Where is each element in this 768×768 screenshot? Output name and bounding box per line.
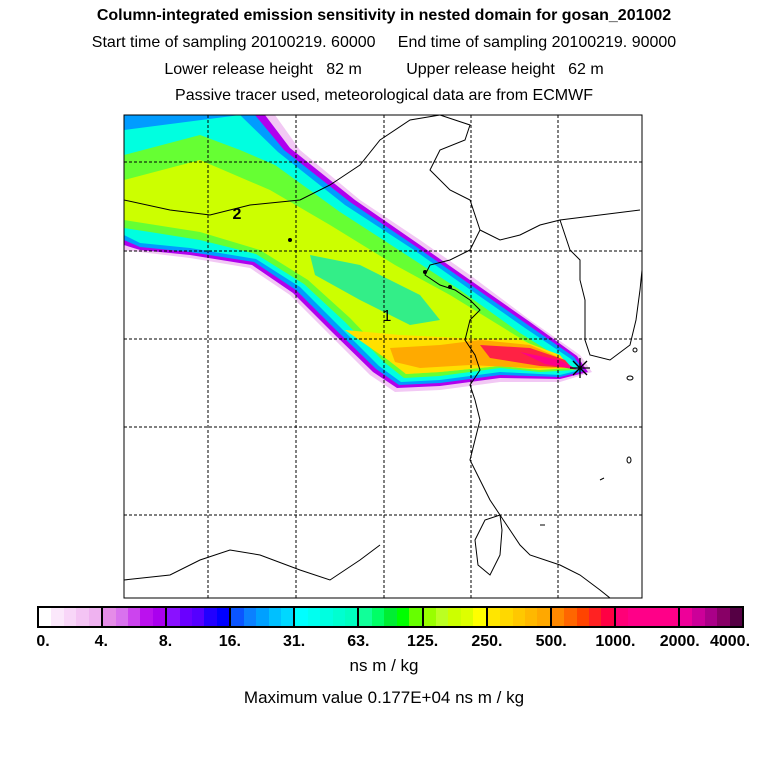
colorbar-band xyxy=(409,608,422,626)
model-info: Passive tracer used, meteorological data… xyxy=(175,87,593,104)
colorbar-band xyxy=(320,608,333,626)
colorbar-tick-label: 0. xyxy=(36,633,50,650)
colorbar-band xyxy=(653,608,666,626)
colorbar-band xyxy=(628,608,641,626)
colorbar-tick-label: 1000. xyxy=(595,633,636,650)
colorbar-segment xyxy=(615,608,680,626)
colorbar-band xyxy=(295,608,308,626)
colorbar-band xyxy=(332,608,346,626)
colorbar-band xyxy=(576,608,590,626)
colorbar-band xyxy=(359,608,372,626)
colorbar-band xyxy=(268,608,281,626)
location-dot xyxy=(288,238,292,242)
colorbar-tick-label: 4. xyxy=(94,633,108,650)
colorbar-tick-label: 63. xyxy=(347,633,370,650)
colorbar-band xyxy=(307,608,321,626)
colorbar-segment xyxy=(551,608,616,626)
colorbar-band xyxy=(589,608,602,626)
colorbar-tick-label: 4000. xyxy=(709,633,751,650)
colorbar-band xyxy=(256,608,269,626)
colorbar-tick-label: 500. xyxy=(535,633,567,650)
colorbar-band xyxy=(51,608,64,626)
colorbar-tick-label: 8. xyxy=(158,633,173,650)
colorbar-band xyxy=(179,608,193,626)
plume-zone-green-core xyxy=(310,255,440,325)
location-dot xyxy=(423,270,427,274)
colorbar-band xyxy=(473,608,486,626)
colorbar-band xyxy=(640,608,654,626)
colorbar-band xyxy=(448,608,461,626)
colorbar xyxy=(37,606,744,628)
colorbar-segment xyxy=(679,608,743,626)
colorbar-segment xyxy=(359,608,424,626)
colorbar-band xyxy=(615,608,629,626)
colorbar-band xyxy=(384,608,397,626)
colorbar-band xyxy=(537,608,550,626)
coastlines xyxy=(124,115,642,598)
colorbar-segment xyxy=(39,608,104,626)
colorbar-band xyxy=(512,608,525,626)
colorbar-band xyxy=(88,608,102,626)
colorbar-band xyxy=(371,608,385,626)
colorbar-band xyxy=(204,608,217,626)
colorbar-band xyxy=(396,608,410,626)
colorbar-band xyxy=(140,608,153,626)
maximum-value: Maximum value 0.177E+04 ns m / kg xyxy=(243,688,525,707)
plume-layer-magenta xyxy=(520,352,578,370)
colorbar-band xyxy=(692,608,705,626)
colorbar-band xyxy=(460,608,474,626)
plot-title: Column-integrated emission sensitivity i… xyxy=(96,7,672,24)
colorbar-band xyxy=(729,608,743,626)
colorbar-band xyxy=(39,608,52,626)
trajectory-label-1: 1 xyxy=(383,308,392,325)
colorbar-tick-label: 31. xyxy=(282,633,306,650)
colorbar-band xyxy=(231,608,244,626)
colorbar-band xyxy=(551,608,565,626)
colorbar-band xyxy=(216,608,230,626)
colorbar-band xyxy=(423,608,436,626)
colorbar-tick-label: 250. xyxy=(471,633,503,650)
colorbar-band xyxy=(524,608,538,626)
colorbar-band xyxy=(704,608,718,626)
colorbar-band xyxy=(345,608,358,626)
grid-lines xyxy=(124,115,642,598)
colorbar-band xyxy=(679,608,693,626)
colorbar-tick-label: 16. xyxy=(218,633,241,650)
colorbar-band xyxy=(243,608,257,626)
colorbar-band xyxy=(564,608,577,626)
colorbar-band xyxy=(127,608,141,626)
colorbar-band xyxy=(103,608,116,626)
sampling-times: Start time of sampling 20100219. 60000 E… xyxy=(91,34,677,51)
colorbar-band xyxy=(63,608,77,626)
colorbar-band xyxy=(76,608,89,626)
colorbar-tick-label: 125. xyxy=(407,633,439,650)
colorbar-segment xyxy=(423,608,488,626)
colorbar-band xyxy=(435,608,449,626)
map-frame xyxy=(123,114,643,599)
colorbar-segment xyxy=(231,608,296,626)
star-icon xyxy=(570,358,590,378)
colorbar-tick-label: 2000. xyxy=(659,633,700,650)
colorbar-band xyxy=(500,608,513,626)
colorbar-band xyxy=(280,608,294,626)
release-heights: Lower release height 82 m Upper release … xyxy=(164,61,604,78)
colorbar-band xyxy=(115,608,128,626)
location-dot xyxy=(448,285,452,289)
colorbar-segment xyxy=(487,608,552,626)
colorbar-segment xyxy=(103,608,168,626)
trajectory-label-2: 2 xyxy=(233,206,242,223)
colorbar-segment xyxy=(167,608,232,626)
colorbar-band xyxy=(192,608,205,626)
colorbar-band xyxy=(152,608,166,626)
colorbar-band xyxy=(665,608,678,626)
colorbar-band xyxy=(487,608,501,626)
colorbar-segment xyxy=(295,608,360,626)
colorbar-band xyxy=(601,608,614,626)
colorbar-band xyxy=(167,608,180,626)
colorbar-unit: ns m / kg xyxy=(349,656,419,675)
colorbar-band xyxy=(717,608,730,626)
